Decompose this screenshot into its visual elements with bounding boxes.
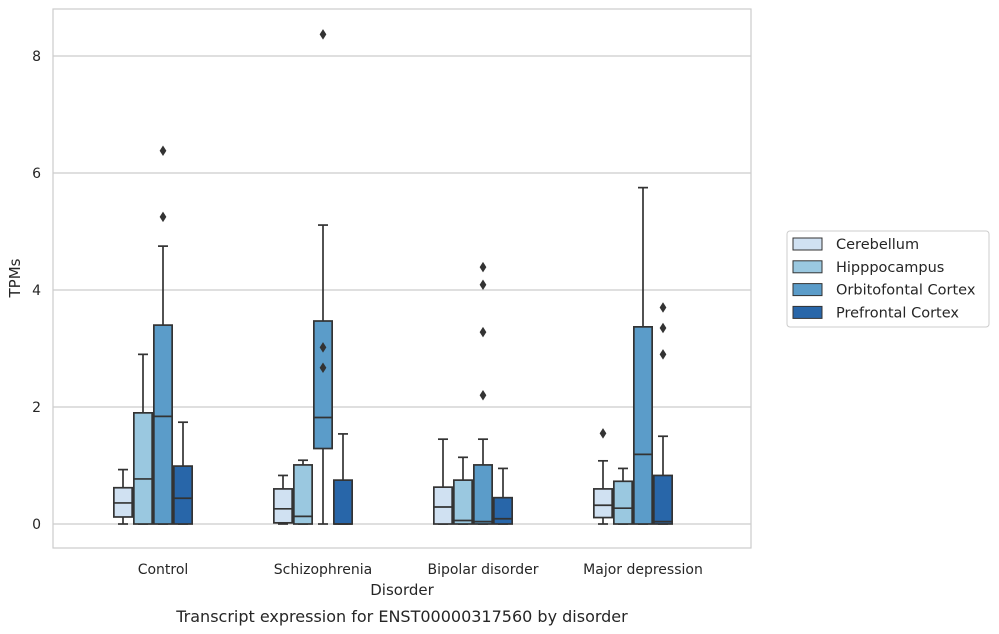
box-iqr <box>313 320 334 450</box>
box-cerebellum-2 <box>433 438 454 525</box>
x-tick-label: Schizophrenia <box>274 562 372 578</box>
box-orbitofontal-cortex-3 <box>632 186 653 525</box>
legend-label: Hipppocampus <box>836 260 944 276</box>
box-hipppocampus-3 <box>612 467 633 525</box>
y-tick-label: 4 <box>32 283 41 299</box>
y-axis-label: TPMs <box>6 258 24 298</box>
y-tick-label: 2 <box>32 400 41 416</box>
outlier-point <box>479 390 487 401</box>
box-iqr <box>493 496 514 525</box>
box-cerebellum-0 <box>112 468 133 525</box>
y-tick-labels: 0 2 4 6 8 <box>32 49 41 533</box>
box-iqr <box>632 326 653 525</box>
outlier-point <box>319 29 327 40</box>
box-plots <box>112 29 673 525</box>
x-axis-label: Disorder <box>370 581 434 599</box>
box-hipppocampus-2 <box>453 456 474 525</box>
box-prefrontal-cortex-1 <box>333 433 354 525</box>
y-tick-label: 8 <box>32 49 41 65</box>
box-iqr <box>652 474 673 525</box>
y-tick-label: 0 <box>32 517 41 533</box>
box-prefrontal-cortex-3 <box>652 302 673 525</box>
outlier-point <box>319 342 327 353</box>
box-iqr <box>612 480 633 525</box>
box-iqr <box>273 488 294 524</box>
outlier-point <box>479 261 487 273</box>
legend: Cerebellum Hipppocampus Orbitofontal Corte… <box>786 230 990 328</box>
box-iqr <box>453 479 474 525</box>
legend-swatch <box>792 305 823 319</box>
outlier-point <box>319 362 327 374</box>
legend-swatch <box>792 260 823 274</box>
outlier-point <box>659 349 667 360</box>
outlier-point <box>599 428 607 439</box>
outlier-point <box>659 302 667 313</box>
legend-swatch <box>792 283 823 297</box>
chart-caption: Transcript expression for ENST0000031756… <box>175 607 628 626</box>
legend-label: Orbitofontal Cortex <box>836 283 976 299</box>
box-iqr <box>473 464 494 525</box>
y-tick-label: 6 <box>32 166 41 182</box>
outlier-point <box>159 145 167 157</box>
x-tick-label: Control <box>138 562 189 578</box>
box-iqr <box>173 465 194 525</box>
box-cerebellum-3 <box>592 428 613 525</box>
box-orbitofontal-cortex-2 <box>473 261 494 525</box>
legend-swatch <box>792 237 823 251</box>
outlier-point <box>159 211 167 223</box>
x-tick-label: Major depression <box>583 562 703 578</box>
box-iqr <box>333 479 354 525</box>
box-hipppocampus-0 <box>133 353 154 525</box>
x-tick-label: Bipolar disorder <box>427 562 538 578</box>
outlier-point <box>479 279 487 290</box>
box-iqr <box>592 488 613 519</box>
box-orbitofontal-cortex-1 <box>313 29 334 525</box>
box-iqr <box>153 324 174 525</box>
box-cerebellum-1 <box>273 474 294 525</box>
outlier-point <box>479 326 487 338</box>
box-orbitofontal-cortex-0 <box>153 145 174 525</box>
box-iqr <box>293 464 314 525</box>
box-hipppocampus-1 <box>293 459 314 525</box>
box-prefrontal-cortex-2 <box>493 467 514 525</box>
box-iqr <box>133 412 154 525</box>
legend-label: Cerebellum <box>836 237 919 253</box>
box-iqr <box>433 486 454 525</box>
x-tick-labels: Control Schizophrenia Bipolar disorder Majo… <box>138 562 703 578</box>
outlier-point <box>659 322 667 334</box>
box-prefrontal-cortex-0 <box>173 421 194 525</box>
legend-frame <box>786 230 990 328</box>
legend-label: Prefrontal Cortex <box>836 305 959 321</box>
